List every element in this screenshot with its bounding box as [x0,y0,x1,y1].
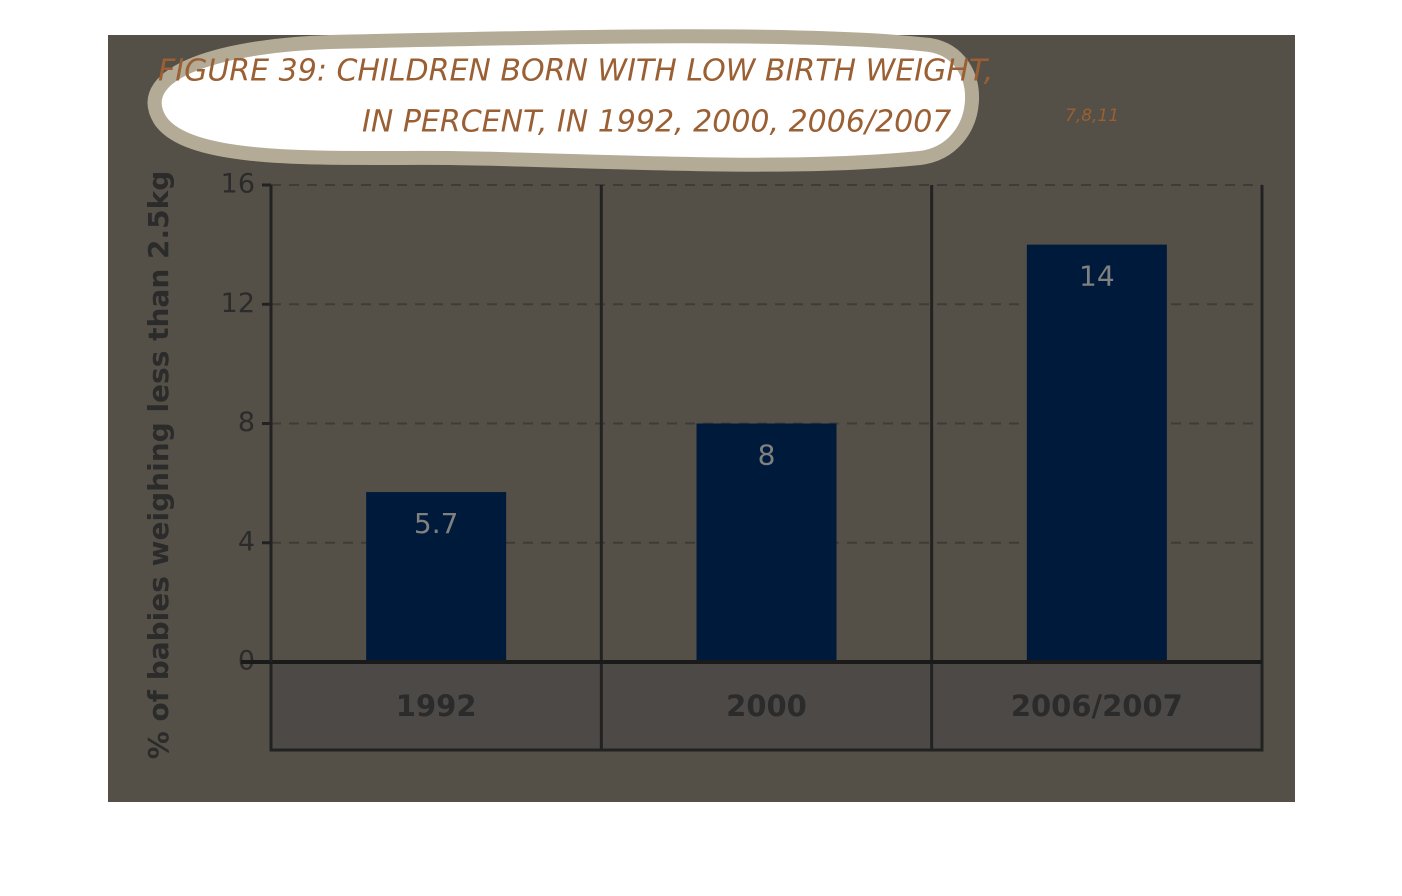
x-tick-label: 1992 [396,689,477,723]
x-tick-label: 2000 [726,689,807,723]
bar [696,423,837,662]
x-tick-label: 2006/2007 [1011,689,1183,723]
value-label: 14 [1079,260,1115,293]
y-tick-label: 4 [238,526,255,557]
y-tick-label: 8 [238,407,255,438]
chart-title: FIGURE 39: CHILDREN BORN WITH LOW BIRTH … [158,54,993,89]
y-tick-label: 12 [221,288,255,319]
bar [366,492,507,662]
bar [1026,244,1167,662]
title-backdrop [147,29,980,172]
y-tick-label: 16 [221,169,255,200]
chart-title: IN PERCENT, IN 1992, 2000, 2006/2007 [362,105,951,140]
title-superscript: 7,8,11 [1065,106,1119,126]
value-label: 8 [758,439,776,472]
value-label: 5.7 [414,507,459,540]
category-band [269,660,1264,752]
y-axis-label: % of babies weighing less than 2.5kg [142,171,175,760]
